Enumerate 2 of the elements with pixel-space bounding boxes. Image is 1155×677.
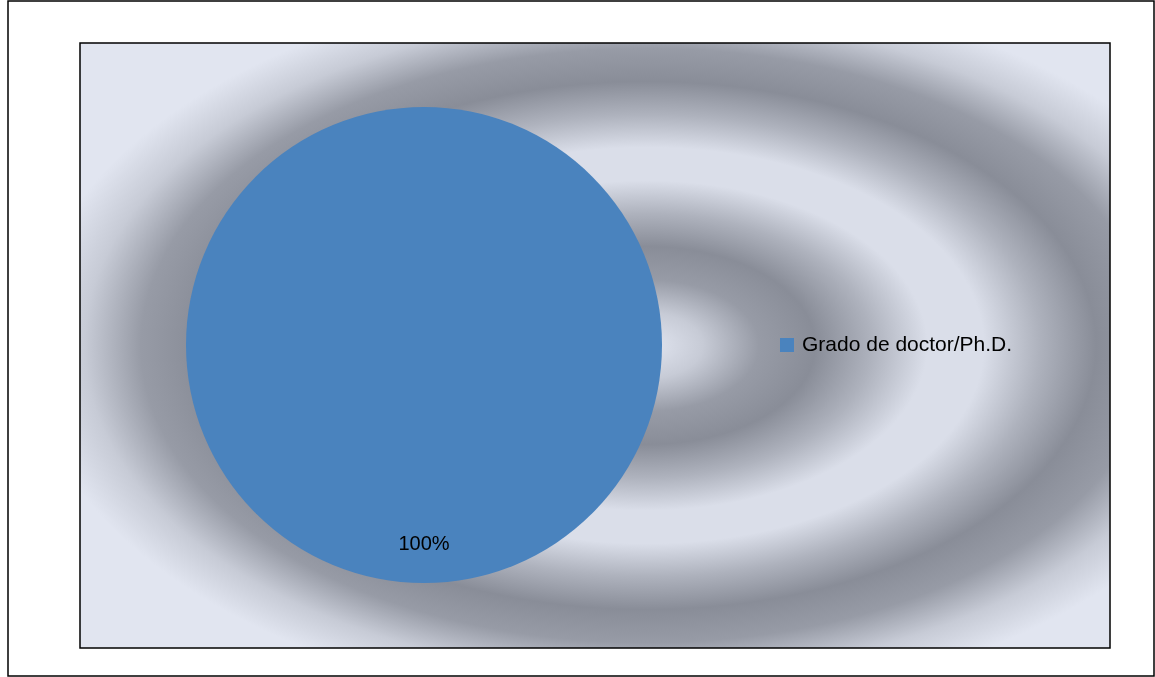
legend-label: Grado de doctor/Ph.D. xyxy=(802,331,1013,355)
data-label: 100% xyxy=(398,532,450,555)
